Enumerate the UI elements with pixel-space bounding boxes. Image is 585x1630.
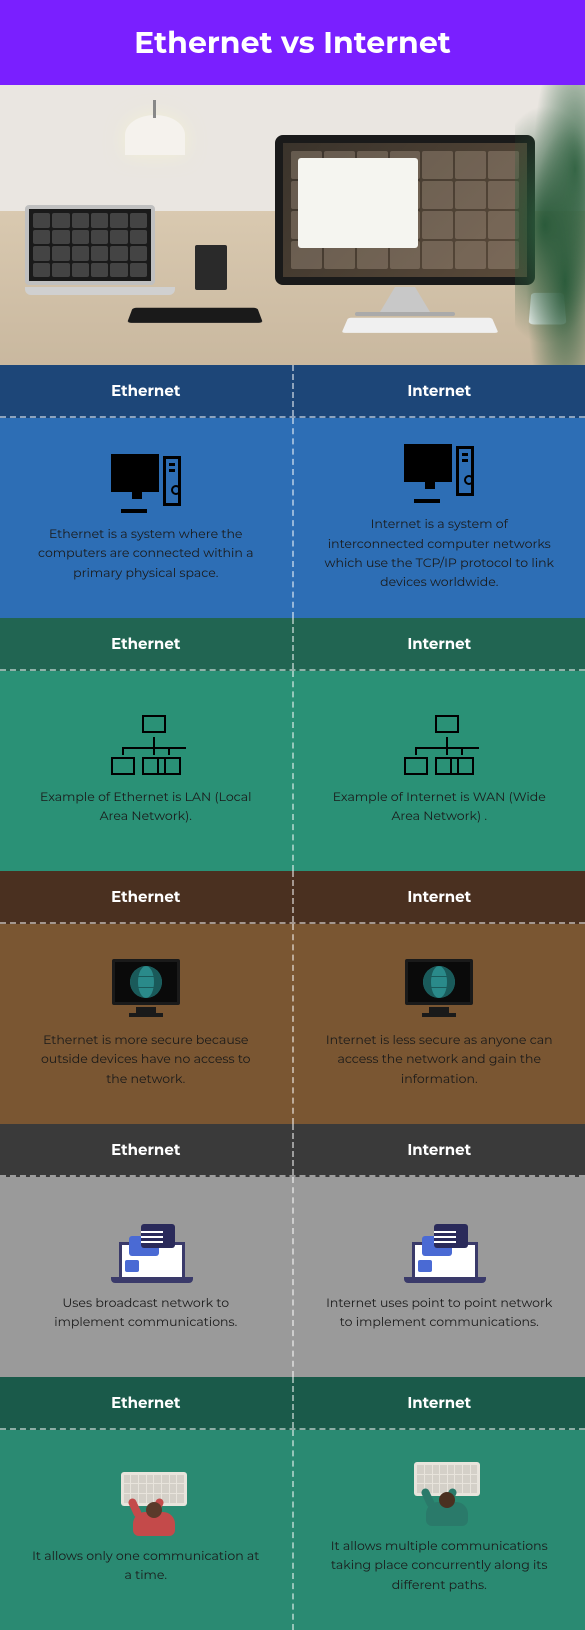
globe-monitor-icon — [404, 959, 474, 1017]
section-2-right-text: Example of Internet is WAN (Wide Area Ne… — [324, 788, 554, 827]
network-tree-icon — [111, 716, 181, 774]
section-4-header: Ethernet Internet — [0, 1124, 585, 1177]
section-2-left-text: Example of Ethernet is LAN (Local Area N… — [31, 788, 261, 827]
plant-icon — [515, 85, 585, 365]
laptop-chat-icon — [111, 1222, 181, 1280]
laptop-icon — [25, 205, 175, 305]
computer-icon — [404, 443, 474, 501]
col-right-label: Internet — [294, 618, 585, 669]
page-title: Ethernet vs Internet — [0, 0, 585, 85]
person-keyboard-icon — [111, 1475, 181, 1533]
col-right-label: Internet — [294, 871, 585, 922]
globe-monitor-icon — [111, 959, 181, 1017]
section-1-right-text: Internet is a system of interconnected c… — [324, 515, 554, 593]
col-right-label: Internet — [294, 1377, 585, 1428]
hero-image — [0, 85, 585, 365]
section-5-body: It allows only one communication at a ti… — [0, 1430, 585, 1630]
section-1-left-text: Ethernet is a system where the computers… — [31, 525, 261, 583]
col-right-label: Internet — [294, 365, 585, 416]
col-left-label: Ethernet — [0, 1124, 294, 1175]
section-4-body: Uses broadcast network to implement comm… — [0, 1177, 585, 1377]
col-left-label: Ethernet — [0, 871, 294, 922]
section-3-body: Ethernet is more secure because outside … — [0, 924, 585, 1124]
keyboard-icon — [342, 318, 499, 333]
section-1-body: Ethernet is a system where the computers… — [0, 418, 585, 618]
tablet-icon — [127, 308, 263, 323]
network-tree-icon — [404, 716, 474, 774]
section-3-right-text: Internet is less secure as anyone can ac… — [324, 1031, 554, 1089]
section-5-left-text: It allows only one communication at a ti… — [31, 1547, 261, 1586]
col-right-label: Internet — [294, 1124, 585, 1175]
laptop-chat-icon — [404, 1222, 474, 1280]
section-2-header: Ethernet Internet — [0, 618, 585, 671]
section-5-header: Ethernet Internet — [0, 1377, 585, 1430]
section-3-header: Ethernet Internet — [0, 871, 585, 924]
computer-icon — [111, 453, 181, 511]
section-4-left-text: Uses broadcast network to implement comm… — [31, 1294, 261, 1333]
section-4-right-text: Internet uses point to point network to … — [324, 1294, 554, 1333]
desktop-icon — [275, 135, 535, 315]
person-keyboard-icon — [404, 1465, 474, 1523]
section-3-left-text: Ethernet is more secure because outside … — [31, 1031, 261, 1089]
lamp-icon — [125, 115, 185, 155]
col-left-label: Ethernet — [0, 365, 294, 416]
section-2-body: Example of Ethernet is LAN (Local Area N… — [0, 671, 585, 871]
col-left-label: Ethernet — [0, 618, 294, 669]
section-5-right-text: It allows multiple communications taking… — [324, 1537, 554, 1595]
section-1-header: Ethernet Internet — [0, 365, 585, 418]
frame-icon — [195, 245, 227, 290]
col-left-label: Ethernet — [0, 1377, 294, 1428]
